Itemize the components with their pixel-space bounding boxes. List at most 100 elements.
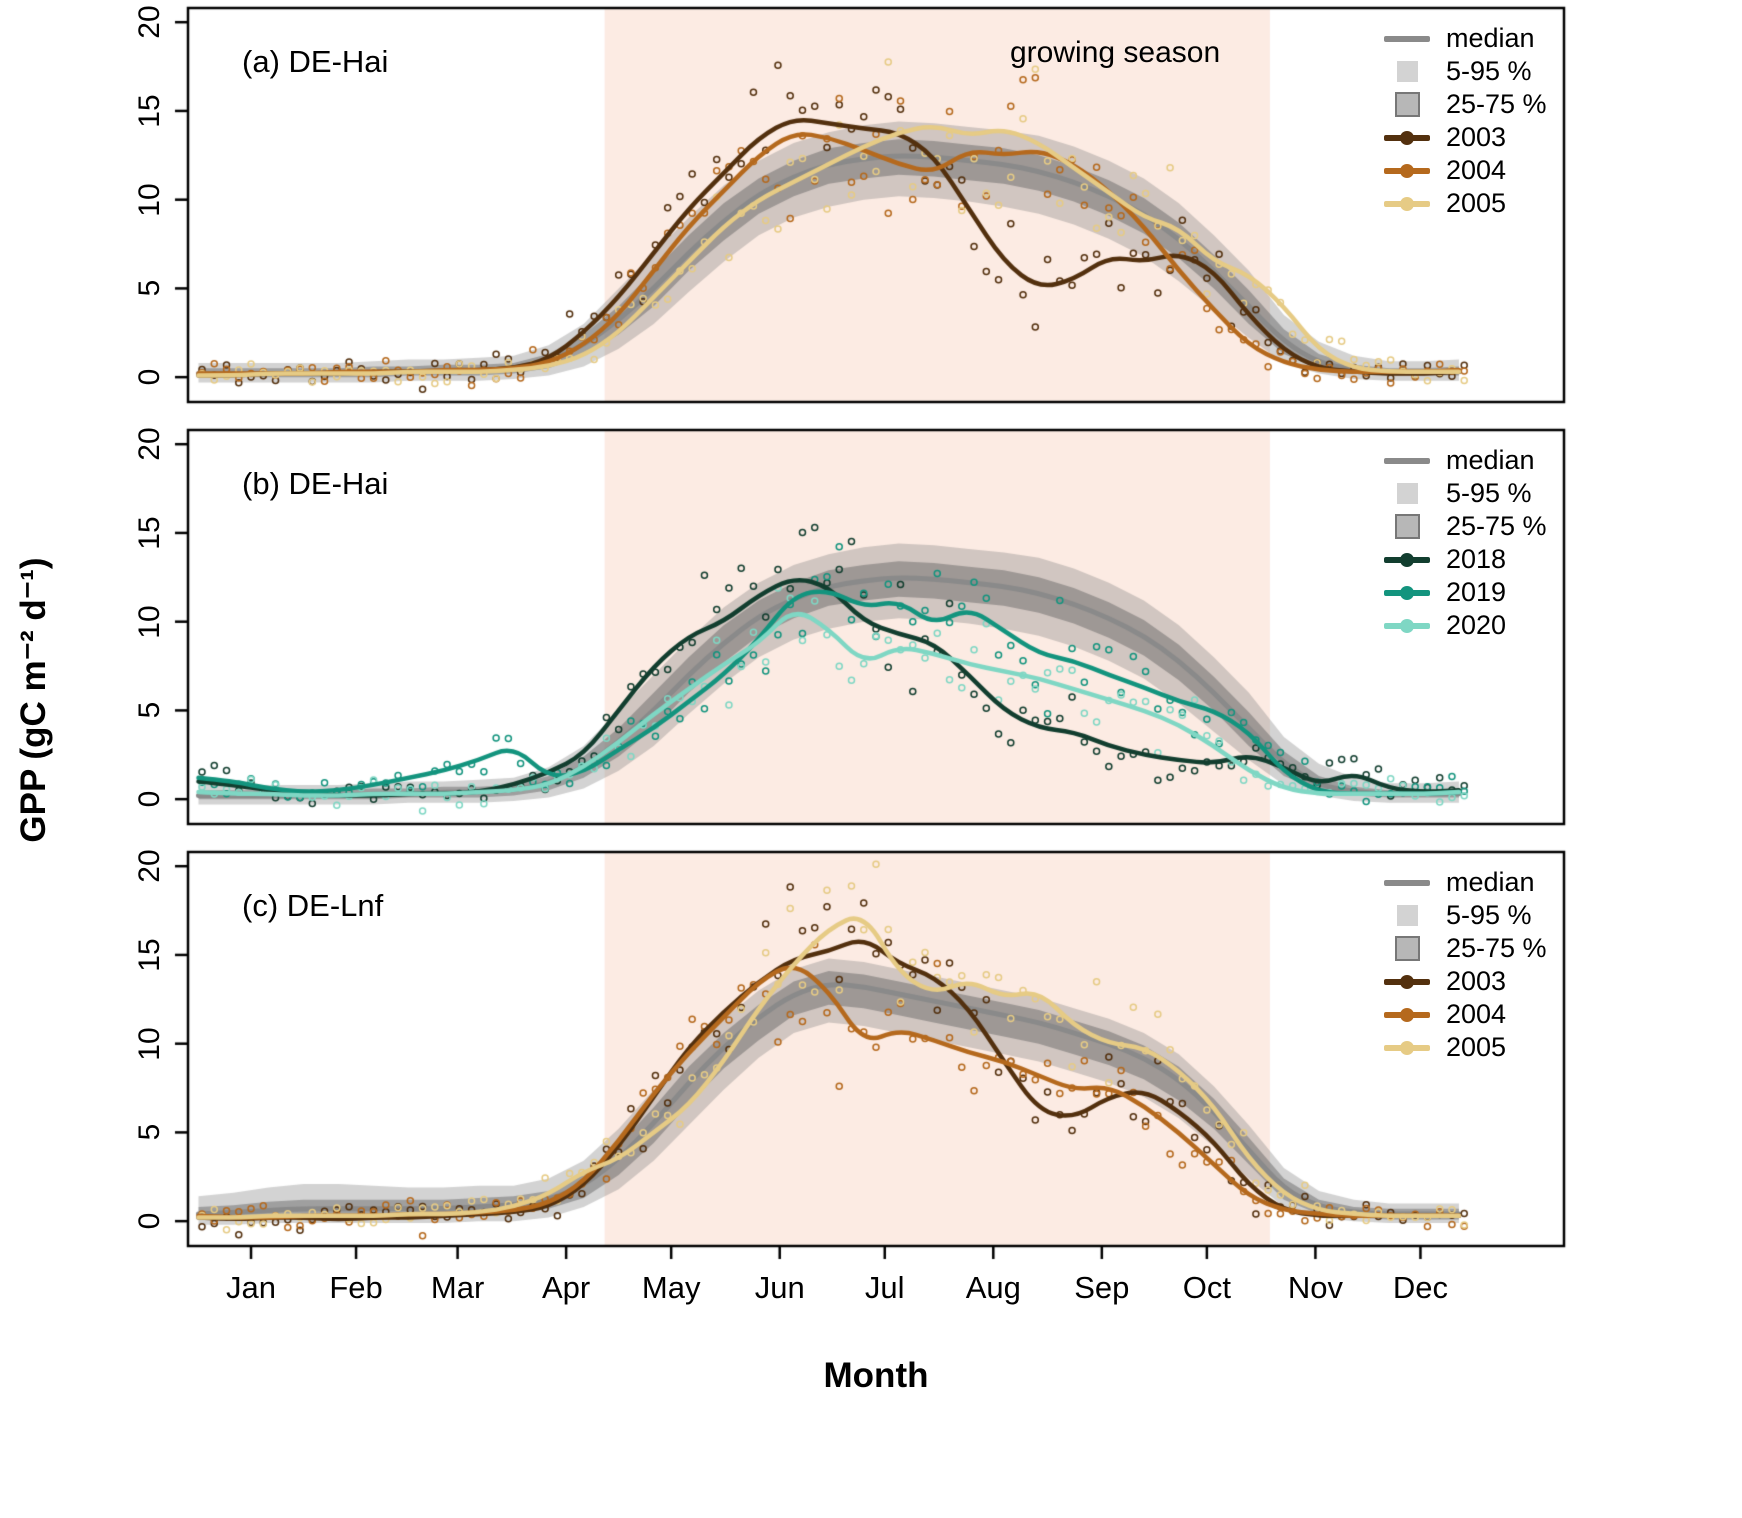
y-axis-title: GPP (gC m⁻² d⁻¹) <box>14 557 53 843</box>
legend-dot-icon <box>1400 163 1414 178</box>
panel-a-label: (a) DE-Hai <box>242 44 389 79</box>
legend-year-line-swatch <box>1384 618 1430 633</box>
y-tick-label: 0 <box>133 1212 166 1230</box>
legend-band-swatch <box>1396 483 1418 504</box>
legend-entry: 2004 <box>1382 998 1572 1031</box>
legend-label: 25-75 % <box>1446 933 1547 963</box>
legend-dot-icon <box>1400 1007 1414 1022</box>
legend-band-swatch <box>1396 61 1418 82</box>
legend-swatch-band <box>1382 92 1432 117</box>
legend-label: 5-95 % <box>1446 478 1532 508</box>
legend-label: 25-75 % <box>1446 89 1547 119</box>
legend-swatch-band <box>1382 61 1432 82</box>
legend-swatch-band <box>1382 483 1432 504</box>
legend-entry: median <box>1382 444 1572 477</box>
legend-dot-icon <box>1400 130 1414 145</box>
legend-label: 2003 <box>1446 122 1507 152</box>
y-tick-label: 20 <box>133 849 166 883</box>
legend-entry: 25-75 % <box>1382 510 1572 543</box>
x-tick-label: Jan <box>226 1270 277 1305</box>
legend-year-line-swatch <box>1384 1040 1430 1055</box>
y-tick-label: 5 <box>133 702 166 719</box>
legend-swatch-year <box>1382 618 1432 633</box>
legend-label: 2018 <box>1446 544 1507 574</box>
x-tick-label: Nov <box>1287 1270 1343 1305</box>
y-tick-label: 10 <box>133 1026 166 1061</box>
x-tick-label: Mar <box>430 1270 485 1305</box>
legend-label: 2004 <box>1446 999 1507 1029</box>
legend-swatch-year <box>1382 130 1432 145</box>
legend-year-line-swatch <box>1384 552 1430 567</box>
legend-entry: 25-75 % <box>1382 932 1572 965</box>
legend-swatch-year <box>1382 585 1432 600</box>
x-tick-label: Oct <box>1182 1270 1231 1305</box>
y-tick-label: 0 <box>133 368 166 386</box>
legend-swatch-year <box>1382 1040 1432 1055</box>
legend-entry: 2003 <box>1382 965 1572 998</box>
x-tick-label: May <box>641 1270 701 1305</box>
legend-label: 5-95 % <box>1446 900 1532 930</box>
legend-panel-c: median 5-95 % 25-75 % 2003 2004 2005 <box>1382 866 1572 1064</box>
legend-panel-b: median 5-95 % 25-75 % 2018 2019 2020 <box>1382 444 1572 642</box>
y-tick-label: 10 <box>133 182 166 217</box>
panel-b-label: (b) DE-Hai <box>242 466 389 501</box>
x-tick-label: Feb <box>329 1270 383 1305</box>
x-tick-label: Sep <box>1074 1270 1130 1305</box>
legend-median-line-swatch <box>1384 35 1430 42</box>
legend-entry: 2004 <box>1382 154 1572 187</box>
legend-entry: median <box>1382 866 1572 899</box>
panel-c-label: (c) DE-Lnf <box>242 888 384 923</box>
y-tick-label: 0 <box>133 790 166 808</box>
legend-band-swatch <box>1396 905 1418 926</box>
legend-swatch-year <box>1382 552 1432 567</box>
legend-swatch-year <box>1382 974 1432 989</box>
legend-median-line-swatch <box>1384 879 1430 886</box>
legend-swatch-band <box>1382 514 1432 539</box>
legend-year-line-swatch <box>1384 130 1430 145</box>
y-tick-label: 10 <box>133 604 166 639</box>
legend-swatch-median <box>1382 457 1432 464</box>
legend-label: 2004 <box>1446 155 1507 185</box>
legend-band-swatch <box>1394 514 1420 539</box>
legend-label: median <box>1446 867 1535 897</box>
legend-label: median <box>1446 23 1535 53</box>
growing-season-label: growing season <box>1010 36 1221 69</box>
y-tick-label: 20 <box>133 5 166 39</box>
legend-entry: 25-75 % <box>1382 88 1572 121</box>
legend-band-swatch <box>1394 936 1420 961</box>
legend-panel-a: median 5-95 % 25-75 % 2003 2004 2005 <box>1382 22 1572 220</box>
legend-year-line-swatch <box>1384 585 1430 600</box>
legend-label: 2020 <box>1446 610 1507 640</box>
x-tick-label: Jul <box>864 1270 905 1305</box>
legend-dot-icon <box>1400 552 1414 567</box>
x-axis-title: Month <box>823 1356 929 1395</box>
legend-label: 5-95 % <box>1446 56 1532 86</box>
legend-label: median <box>1446 445 1535 475</box>
legend-entry: 5-95 % <box>1382 477 1572 510</box>
y-tick-label: 20 <box>133 427 166 461</box>
legend-entry: 2005 <box>1382 187 1572 220</box>
legend-swatch-median <box>1382 879 1432 886</box>
legend-entry: 5-95 % <box>1382 899 1572 932</box>
legend-dot-icon <box>1400 974 1414 989</box>
legend-label: 2005 <box>1446 1032 1507 1062</box>
legend-entry: 2020 <box>1382 609 1572 642</box>
y-tick-label: 15 <box>133 516 166 550</box>
legend-entry: 5-95 % <box>1382 55 1572 88</box>
legend-label: 25-75 % <box>1446 511 1547 541</box>
y-tick-label: 15 <box>133 94 166 128</box>
legend-entry: 2019 <box>1382 576 1572 609</box>
legend-band-swatch <box>1394 92 1420 117</box>
x-tick-label: Apr <box>542 1270 591 1305</box>
legend-swatch-year <box>1382 1007 1432 1022</box>
legend-year-line-swatch <box>1384 1007 1430 1022</box>
legend-dot-icon <box>1400 618 1414 633</box>
legend-dot-icon <box>1400 196 1414 211</box>
legend-entry: median <box>1382 22 1572 55</box>
y-tick-label: 5 <box>133 1124 166 1141</box>
x-tick-label: Aug <box>965 1270 1021 1305</box>
legend-swatch-band <box>1382 905 1432 926</box>
legend-label: 2019 <box>1446 577 1507 607</box>
